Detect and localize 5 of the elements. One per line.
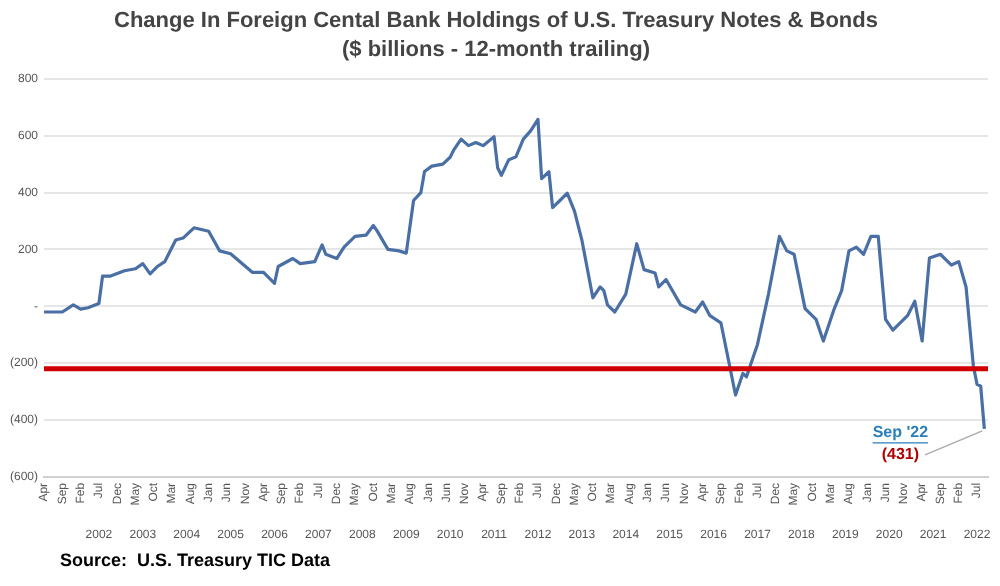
source-note: Source: U.S. Treasury TIC Data — [60, 550, 333, 570]
annotation: Sep '22 — [872, 423, 930, 442]
chart-title: Change In Foreign Cental Bank Holdings of U.S. Treasury Notes & Bonds — [114, 9, 878, 34]
annotation: (431) — [881, 445, 920, 464]
chart-subtitle: ($ billions - 12-month trailing) — [342, 37, 651, 62]
